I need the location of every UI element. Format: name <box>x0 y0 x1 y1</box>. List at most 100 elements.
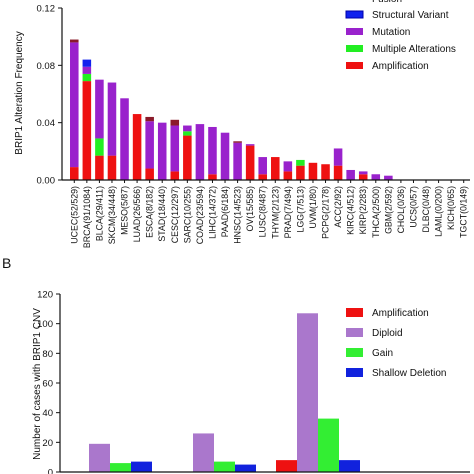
panel-a-legend: Fusion Structural Variant Mutation Multiple… <box>345 0 474 72</box>
panel-b-bars <box>89 313 360 472</box>
panel-a-x-tick-label: TGCT(0/149) <box>459 186 469 238</box>
panel-a-bar-mutation-cesc-12-297 <box>170 125 180 172</box>
panel-a-x-tick-label: LAML(0/200) <box>434 186 444 237</box>
panel-a-bar-mutation-kirp-2-283 <box>358 171 368 175</box>
panel-a-bar-mutation-skcm-34-448 <box>107 82 117 156</box>
panel-a-x-tick-label: KIRC(4/512) <box>346 186 356 235</box>
panel-b-legend-label-gain: Gain <box>372 348 393 359</box>
panel-b-legend-label-shallow-deletion: Shallow Deletion <box>372 368 447 379</box>
panel-a-bar-mutation-hnsc-14-523 <box>233 142 242 180</box>
panel-a-y-tick-label: 0.12 <box>37 4 56 15</box>
panel-b-y-axis-label: Number of cases with BRIP1 CNV <box>32 308 43 460</box>
panel-b-y-tick-label: 120 <box>37 290 53 301</box>
panel-a-x-tick-label: KICH(0/65) <box>446 186 456 230</box>
panel-a-bar-mutation-ov-15-585 <box>245 144 255 146</box>
panel-b-y-tick-label: 20 <box>42 438 53 449</box>
panel-b-bar-diploid-group-3 <box>297 313 318 472</box>
panel-a-x-ticks: UCEC(52/529) BRCA(91/1084) BLCA(29/411) SKC… <box>69 180 469 248</box>
panel-a-bar-mutation-esca-8-182 <box>145 121 154 169</box>
panel-a-bar-multiple-alterations-sarc-10-255 <box>183 131 192 136</box>
panel-b-legend-swatch-amplification <box>346 308 363 317</box>
panel-a-bar-amplification-uvm-1-80 <box>308 162 318 180</box>
panel-a-x-tick-label: PAAD(6/184) <box>220 186 230 237</box>
panel-a-legend-label-multiple-alterations: Multiple Alterations <box>372 44 456 55</box>
panel-a-bar-mutation-coad-23-594 <box>195 124 205 180</box>
panel-a-bars <box>70 39 393 180</box>
panel-a-x-tick-label: THCA(2/500) <box>371 186 381 238</box>
panel-a-bar-amplification-prad-7-494 <box>283 171 293 180</box>
panel-a-x-tick-label: CHOL(0/36) <box>396 186 406 233</box>
panel-a-x-tick-label: THYM(2/123) <box>270 186 280 239</box>
panel-a-legend-swatch-multiple-alterations <box>346 45 363 52</box>
panel-a-bar-amplification-lihc-14-372 <box>208 174 217 180</box>
panel-a-bar-other-ucec-52-529 <box>70 39 79 43</box>
panel-a-bar-multiple-alterations-brca-91-1084 <box>82 73 92 82</box>
panel-a-x-tick-label: UCEC(52/529) <box>69 186 79 244</box>
panel-a-bar-amplification-thym-2-123 <box>271 157 280 180</box>
panel-a-x-tick-label: HNSC(14/523) <box>233 186 243 244</box>
panel-a-x-tick-label: DLBC(0/48) <box>421 186 431 233</box>
panel-a-bar-mutation-kirc-4-512 <box>346 169 355 180</box>
panel-b-y-tick-label: 60 <box>42 379 53 390</box>
panel-a-legend-swatch-structural-variant <box>345 10 364 19</box>
panel-b-y-tick-label: 0 <box>48 468 53 474</box>
panel-a-bar-mutation-meso-5-87 <box>120 98 129 180</box>
panel-a-bar-amplification-lusc-8-487 <box>258 174 267 180</box>
panel-b-legend-label-amplification: Amplification <box>372 308 429 319</box>
panel-a-bar-mutation-acc-2-92 <box>333 148 343 166</box>
panel-a-bar-mutation-ucec-52-529 <box>70 42 79 168</box>
panel-b-chart: B Number of cases with BRIP1 CNV 0 20 40 60… <box>2 255 470 474</box>
panel-a-x-tick-label: COAD(23/594) <box>195 186 205 244</box>
panel-a-y-ticks: 0.00 0.04 0.08 0.12 <box>37 4 62 187</box>
panel-a-x-tick-label: LUAD(26/566) <box>132 186 142 242</box>
panel-b-bar-gain-group-3 <box>318 418 339 472</box>
panel-a-bar-other-hnsc-14-523 <box>233 141 242 143</box>
panel-a-x-tick-label: MESO(5/87) <box>120 186 130 235</box>
panel-a-bar-amplification-luad-26-566 <box>132 114 142 180</box>
panel-a-legend-label-mutation: Mutation <box>372 27 410 38</box>
panel-a-bar-amplification-brca-91-1084 <box>82 81 92 180</box>
panel-b-legend-swatch-shallow-deletion <box>346 368 363 377</box>
panel-a-chart: BRIP1 Alteration Frequency 0.000.040.080… <box>14 0 474 248</box>
panel-a-x-tick-label: LIHC(14/372) <box>207 186 217 239</box>
panel-a-legend-label-structural-variant: Structural Variant <box>372 10 449 21</box>
panel-a-x-tick-label: CESC(12/297) <box>170 186 180 243</box>
panel-a-x-tick-label: OV(15/585) <box>245 186 255 232</box>
panel-b-bar-shallow-deletion-group-3 <box>339 460 360 472</box>
panel-a-bar-amplification-blca-29-411 <box>95 155 104 180</box>
panel-a-bar-amplification-ucec-52-529 <box>70 167 79 180</box>
panel-a-x-tick-label: BRCA(91/1084) <box>82 186 92 248</box>
panel-a-x-tick-label: SKCM(34/448) <box>107 186 117 244</box>
panel-a-x-tick-label: ACC(2/92) <box>333 186 343 228</box>
panel-a-x-tick-label: STAD(18/440) <box>157 186 167 242</box>
panel-a-bar-amplification-ov-15-585 <box>245 145 255 180</box>
panel-a-bar-amplification-skcm-34-448 <box>107 155 117 180</box>
panel-a-y-axis-label: BRIP1 Alteration Frequency <box>14 31 25 154</box>
panel-b-legend-label-diploid: Diploid <box>372 328 403 339</box>
panel-a-bar-multiple-alterations-blca-29-411 <box>95 138 104 156</box>
panel-b-legend: Amplification Diploid Gain Shallow Deletion <box>346 308 447 379</box>
panel-b-legend-swatch-diploid <box>346 328 363 337</box>
panel-a-legend-label-amplification: Amplification <box>372 61 429 72</box>
panel-a-bar-other-cesc-12-297 <box>170 119 180 126</box>
panel-a-bar-mutation-brca-91-1084 <box>82 66 92 74</box>
panel-a-x-tick-label: LGG(7/513) <box>295 186 305 233</box>
panel-a-bar-amplification-lgg-7-513 <box>296 165 305 180</box>
panel-b-legend-swatch-gain <box>346 348 363 357</box>
panel-b-letter: B <box>2 255 11 271</box>
panel-a-bar-amplification-cesc-12-297 <box>170 171 180 180</box>
panel-a-bar-amplification-acc-2-92 <box>333 165 343 180</box>
panel-a-x-tick-label: LUSC(8/487) <box>258 186 268 237</box>
panel-a-x-tick-label: ESCA(8/182) <box>145 186 155 238</box>
panel-a-bar-amplification-esca-8-182 <box>145 168 154 180</box>
panel-a-bar-mutation-paad-6-184 <box>220 132 230 180</box>
panel-a-bar-amplification-sarc-10-255 <box>183 135 192 180</box>
panel-a-bar-mutation-blca-29-411 <box>95 79 104 139</box>
panel-b-bar-diploid-group-1 <box>89 443 110 472</box>
panel-a-bar-other-esca-8-182 <box>145 116 154 122</box>
panel-a-bar-mutation-lusc-8-487 <box>258 157 267 175</box>
panel-a-x-tick-label: PCPG(2/178) <box>321 186 331 239</box>
panel-a-legend-swatch-amplification <box>346 62 363 69</box>
panel-a-x-tick-label: PRAD(7/494) <box>283 186 293 238</box>
